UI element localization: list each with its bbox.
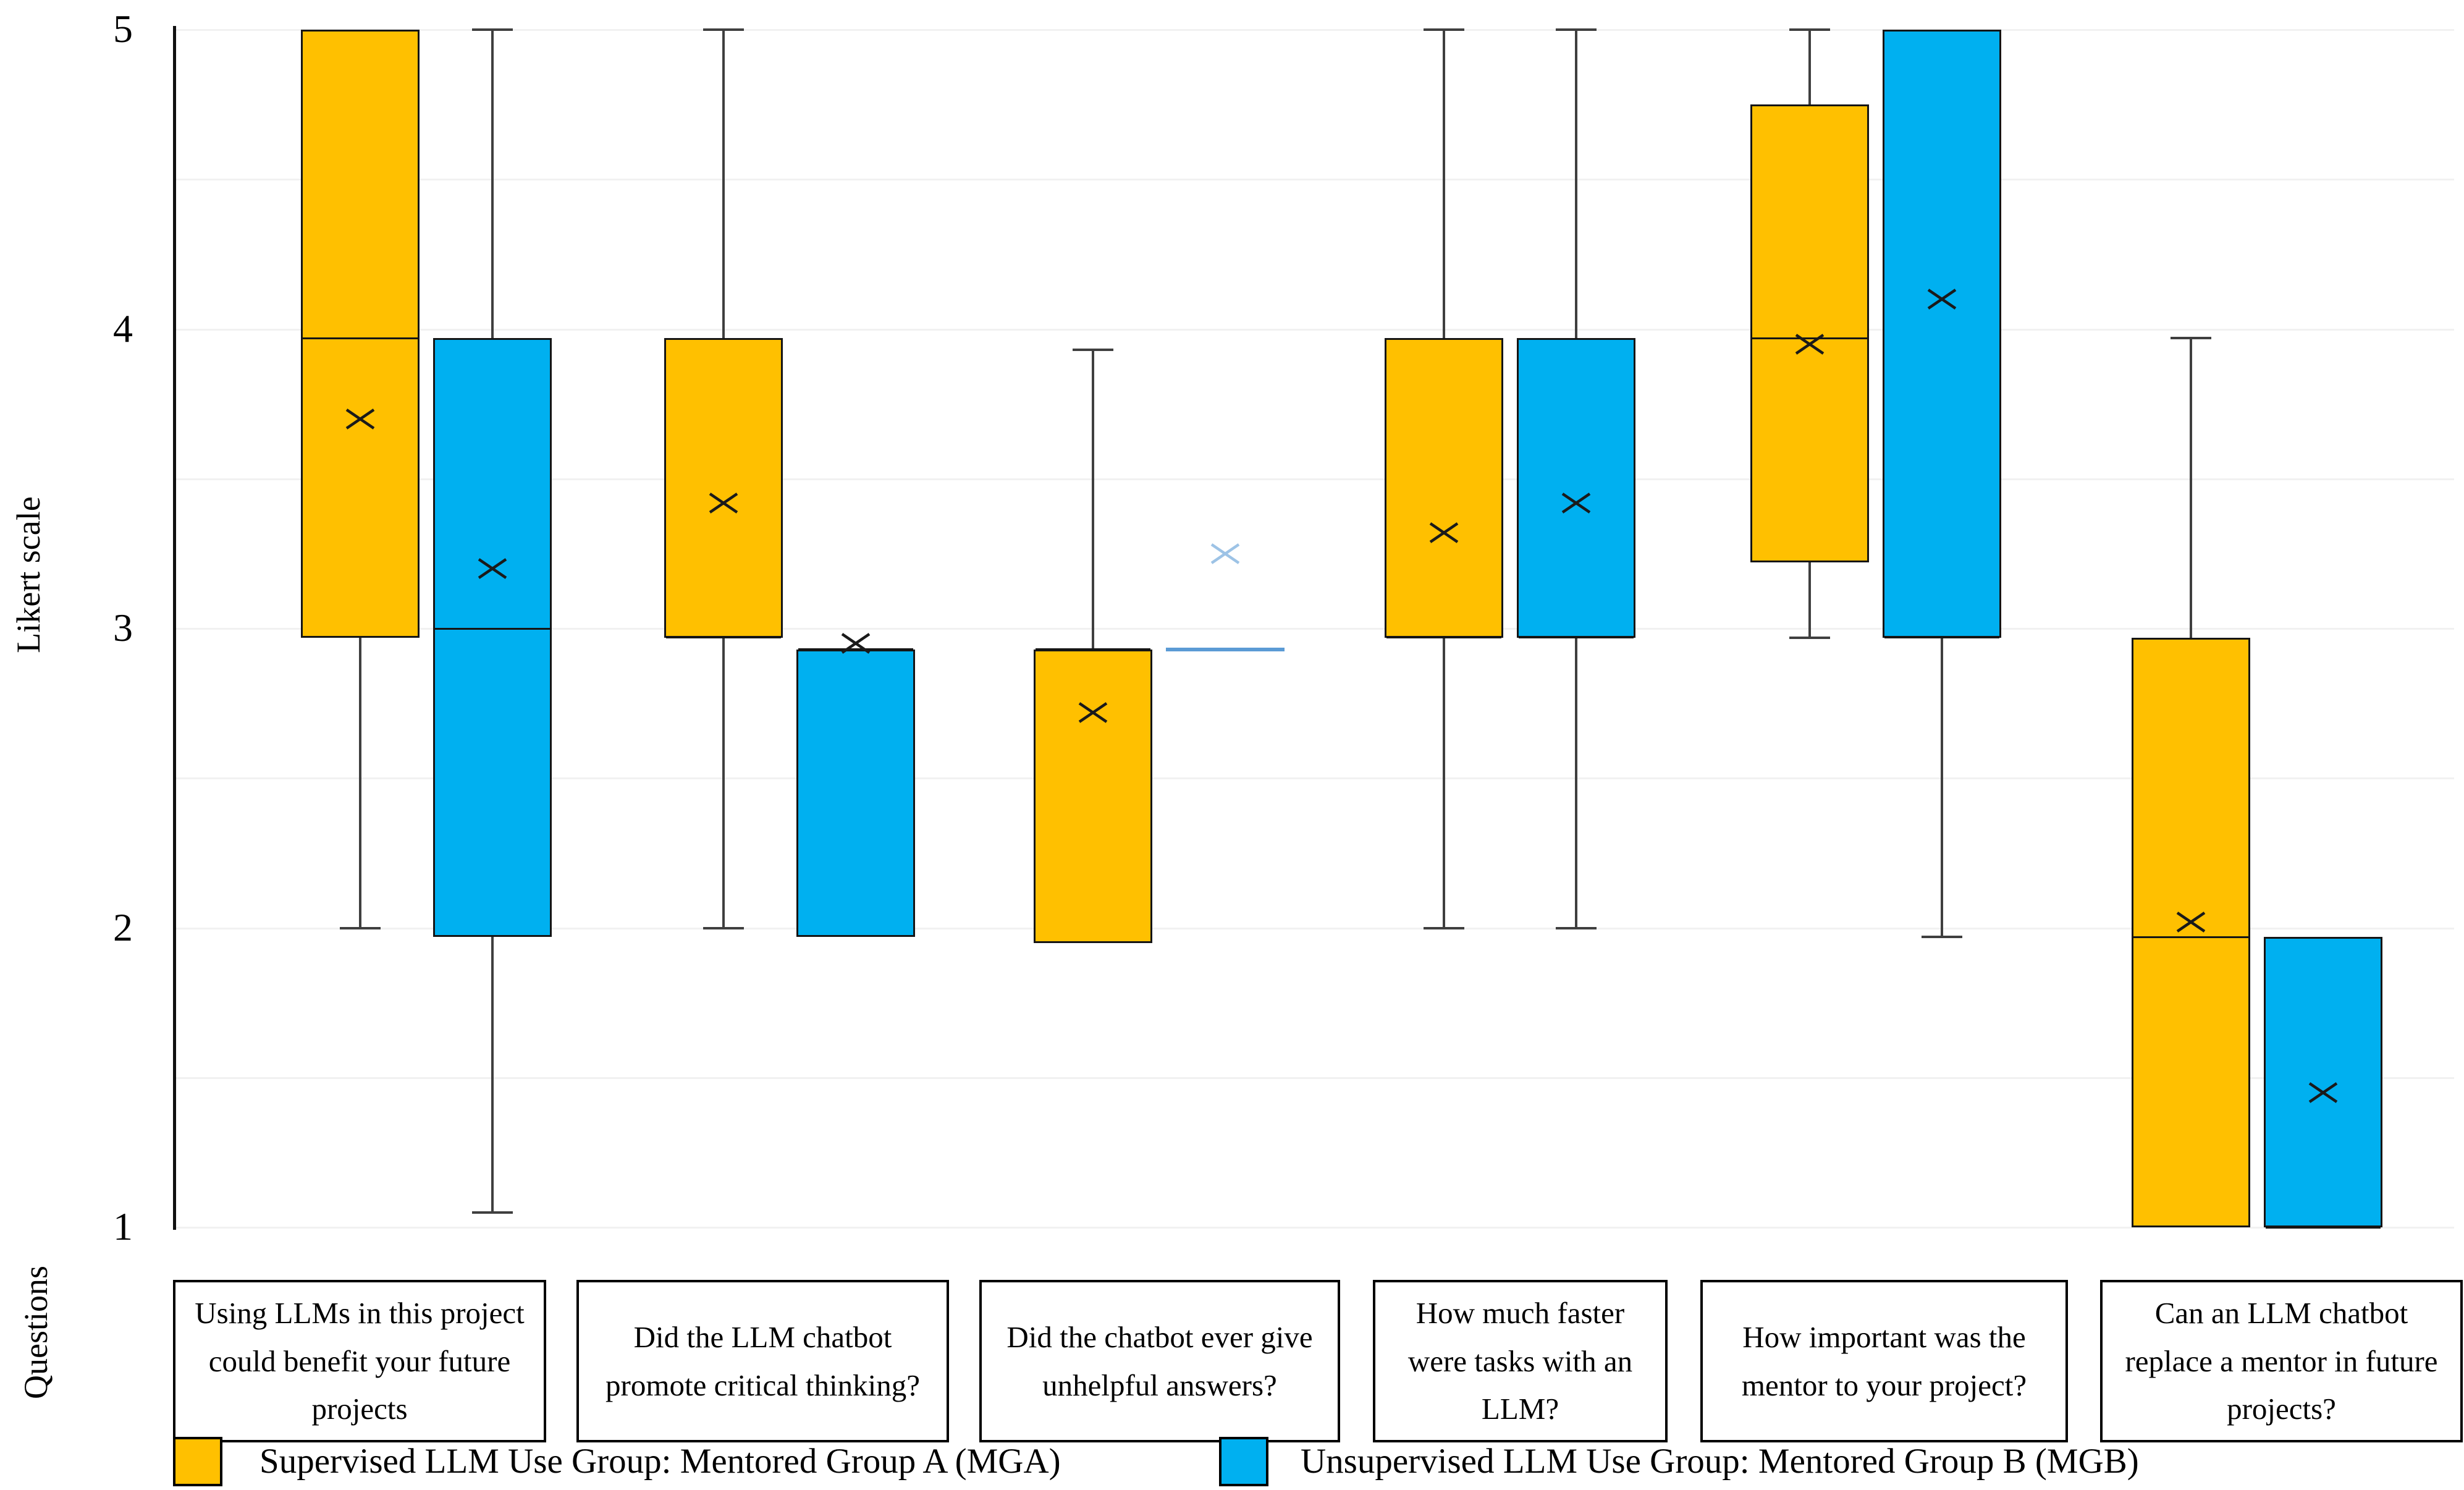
lower-whisker-mga: [1808, 562, 1811, 638]
lower-whisker-mgb: [1941, 637, 1943, 938]
upper-whisker-mga: [2190, 338, 2192, 638]
mean-x-marker: [1925, 287, 1959, 311]
median-line-mga: [1036, 648, 1150, 651]
box-mgb-q2: [796, 649, 915, 938]
lower-whisker-cap-mga: [1789, 636, 1830, 639]
gridline: [174, 1077, 2454, 1079]
upper-whisker-cap-mgb: [1556, 28, 1597, 31]
gridline: [174, 328, 2454, 331]
lower-whisker-mga: [722, 637, 725, 928]
box-mgb-q4: [1517, 338, 1635, 638]
box-mga-q3: [1034, 649, 1152, 943]
median-line-mga: [666, 637, 781, 639]
gridline: [174, 777, 2454, 780]
upper-whisker-cap-mgb: [472, 28, 513, 31]
lower-whisker-cap-mgb: [472, 1211, 513, 1214]
legend-swatch-mga: [173, 1437, 222, 1486]
upper-whisker-cap-mga: [2171, 337, 2211, 340]
mean-x-marker: [475, 556, 510, 581]
question-label-box: Did the chatbot ever give unhelpful answ…: [979, 1280, 1340, 1442]
upper-whisker-mga: [1092, 350, 1094, 650]
upper-whisker-cap-mga: [1789, 28, 1830, 31]
y-tick-label: 3: [113, 606, 133, 650]
lower-whisker-mgb: [1575, 637, 1577, 928]
mean-x-marker: [838, 631, 873, 656]
mean-x-marker: [343, 407, 378, 431]
upper-whisker-mga: [722, 30, 725, 339]
median-line-mga: [1386, 637, 1501, 639]
median-line-mga: [1752, 337, 1867, 339]
legend-swatch-mgb: [1219, 1437, 1268, 1486]
legend-label-mga: Supervised LLM Use Group: Mentored Group…: [259, 1442, 1061, 1481]
upper-whisker-cap-mga: [703, 28, 744, 31]
question-label-box: How much faster were tasks with an LLM?: [1373, 1280, 1668, 1442]
box-mgb-q5: [1883, 30, 2001, 638]
lower-whisker-cap-mgb: [1922, 936, 1962, 939]
median-line-mgb: [1519, 637, 1634, 639]
box-mga-q1: [301, 30, 420, 638]
box-mgb-q6: [2264, 937, 2382, 1227]
gridline: [174, 179, 2454, 181]
y-tick-label: 4: [113, 306, 133, 350]
x-axis-title: Questions: [17, 1266, 54, 1399]
lower-whisker-mga: [1443, 637, 1445, 928]
box-mga-q2: [664, 338, 783, 638]
upper-whisker-mgb: [1575, 30, 1577, 339]
box-mga-q5: [1750, 104, 1869, 563]
gridline: [174, 478, 2454, 480]
box-mgb-q1: [433, 338, 552, 938]
gridline: [174, 29, 2454, 31]
box-mga-q6: [2132, 637, 2250, 1227]
upper-whisker-mga: [1443, 30, 1445, 339]
gridline: [174, 927, 2454, 929]
lower-whisker-cap-mga: [703, 926, 744, 929]
median-line-mgb: [798, 648, 913, 651]
y-axis-line: [173, 26, 176, 1230]
upper-whisker-mgb: [491, 30, 494, 339]
lower-whisker-mgb: [491, 937, 494, 1213]
median-line-mga: [2133, 936, 2248, 938]
mean-x-marker: [706, 491, 741, 515]
lower-whisker-cap-mga: [340, 926, 381, 929]
mean-x-marker: [2174, 910, 2208, 934]
mean-x-marker: [1076, 700, 1110, 725]
lower-whisker-cap-mgb: [1556, 926, 1597, 929]
median-line-mga: [303, 337, 418, 339]
upper-whisker-cap-mga: [1424, 28, 1464, 31]
median-line-mgb: [2266, 1226, 2381, 1229]
median-line-mgb: [1884, 637, 1999, 639]
box-mga-q4: [1385, 338, 1503, 638]
gridline: [174, 628, 2454, 630]
y-tick-label: 2: [113, 905, 133, 949]
question-label-box: Did the LLM chatbot promote critical thi…: [576, 1280, 949, 1442]
upper-whisker-mga: [1808, 30, 1811, 105]
question-label-box: How important was the mentor to your pro…: [1700, 1280, 2068, 1442]
y-axis-title: Likert scale: [10, 496, 47, 653]
y-tick-label: 1: [113, 1204, 133, 1248]
question-label-box: Can an LLM chatbot replace a mentor in f…: [2100, 1280, 2463, 1442]
median-line-mgb: [435, 627, 550, 630]
question-label-box: Using LLMs in this project could benefit…: [173, 1280, 546, 1442]
mean-x-marker: [2306, 1080, 2340, 1105]
lower-whisker-cap-mga: [1424, 926, 1464, 929]
legend-label-mgb: Unsupervised LLM Use Group: Mentored Gro…: [1301, 1442, 2139, 1481]
mean-x-marker: [1559, 491, 1593, 515]
y-tick-label: 5: [113, 7, 133, 51]
median-only-line-mgb: [1166, 647, 1285, 651]
mean-x-marker: [1208, 541, 1243, 566]
mean-x-marker: [1427, 520, 1461, 545]
lower-whisker-mga: [359, 637, 361, 928]
upper-whisker-cap-mga: [1073, 349, 1113, 352]
gridline: [174, 1227, 2454, 1229]
mean-x-marker: [1792, 332, 1827, 357]
